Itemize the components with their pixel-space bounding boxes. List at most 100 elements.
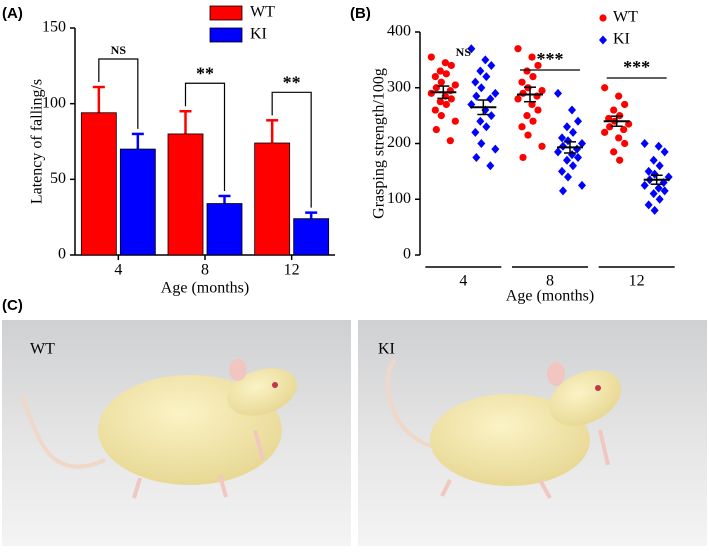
y-tick-label: 300 — [387, 78, 411, 95]
bar — [293, 218, 330, 256]
x-axis-label: Age (months) — [506, 288, 594, 305]
data-point — [655, 161, 664, 171]
data-point — [487, 111, 496, 121]
y-tick-label: 0 — [58, 246, 66, 263]
data-point — [568, 105, 576, 115]
rat-legs — [132, 429, 265, 499]
bar — [80, 112, 117, 256]
data-point — [472, 91, 481, 101]
data-point — [477, 83, 486, 93]
data-point — [660, 147, 669, 157]
photo-label: KI — [378, 341, 395, 358]
x-tick-label: 4 — [114, 262, 122, 279]
data-point — [524, 131, 532, 139]
data-point — [487, 60, 496, 70]
rat-head — [227, 368, 297, 416]
legend-label: KI — [613, 31, 630, 48]
data-point — [447, 95, 455, 103]
data-point — [486, 161, 495, 171]
data-point — [621, 139, 629, 148]
data-point — [538, 86, 546, 95]
data-point — [523, 112, 531, 120]
data-point — [437, 78, 445, 86]
data-point — [538, 142, 546, 150]
data-point — [447, 61, 455, 70]
legend-marker — [599, 14, 607, 22]
data-point — [649, 189, 658, 199]
y-tick-label: 100 — [42, 94, 66, 111]
photo-label: WT — [30, 341, 55, 358]
data-point — [442, 70, 450, 78]
x-tick-label: 12 — [629, 273, 645, 290]
data-point — [601, 84, 609, 92]
data-point — [477, 139, 486, 148]
rat-head — [548, 370, 622, 426]
data-point — [514, 45, 522, 53]
data-point — [574, 116, 582, 126]
data-point — [427, 53, 435, 61]
annotation: NS — [456, 45, 472, 59]
legend-swatch — [209, 5, 243, 21]
data-point — [558, 133, 566, 143]
data-point — [615, 134, 623, 142]
data-point — [518, 123, 526, 131]
data-point — [481, 55, 490, 65]
data-point — [519, 89, 527, 97]
data-point — [431, 73, 439, 81]
data-point — [606, 123, 614, 131]
y-tick-label: 0 — [403, 246, 411, 263]
data-point — [573, 144, 581, 154]
tail — [20, 394, 106, 469]
data-point — [574, 152, 582, 162]
data-point — [486, 94, 495, 104]
bar — [206, 203, 243, 256]
data-point — [427, 89, 435, 97]
data-point — [554, 88, 562, 98]
data-point — [616, 156, 624, 164]
data-point — [519, 153, 527, 162]
data-point — [432, 84, 440, 92]
data-point — [558, 166, 566, 176]
data-point — [482, 122, 491, 132]
data-point — [523, 67, 531, 75]
data-point — [644, 166, 653, 176]
data-point — [476, 66, 485, 76]
x-tick-label: 8 — [201, 262, 209, 279]
data-point — [436, 67, 444, 75]
data-point — [471, 77, 480, 87]
x-axis-label: Age (months) — [161, 280, 249, 297]
data-point — [476, 116, 485, 126]
data-point — [640, 139, 649, 148]
data-point — [436, 98, 444, 106]
data-point — [569, 161, 577, 171]
data-point — [442, 100, 450, 109]
annotation: NS — [111, 43, 127, 57]
y-axis-label: Grasping strength/100g — [371, 68, 388, 219]
bar — [167, 133, 204, 256]
rat-eye — [272, 382, 278, 388]
data-point — [491, 144, 500, 154]
data-point — [601, 128, 609, 136]
panel-label: (C) — [2, 297, 23, 314]
data-point — [650, 205, 659, 215]
data-point — [649, 155, 658, 165]
x-tick-label: 4 — [459, 273, 467, 290]
rat-ear — [229, 359, 247, 381]
x-tick-label: 8 — [546, 273, 554, 290]
rat-body — [430, 394, 590, 486]
data-point — [578, 180, 586, 190]
data-point — [534, 61, 542, 70]
data-point — [467, 44, 476, 54]
data-point — [569, 127, 577, 137]
data-point — [660, 186, 669, 196]
y-tick-label: 150 — [42, 19, 66, 36]
y-tick-label: 200 — [387, 134, 411, 151]
data-point — [610, 148, 618, 156]
data-point — [640, 180, 649, 190]
bracket — [98, 58, 139, 129]
rat-legs — [440, 429, 610, 499]
data-point — [491, 88, 500, 98]
data-point — [621, 100, 629, 109]
y-axis-label: Latency of falling/s — [29, 79, 46, 204]
